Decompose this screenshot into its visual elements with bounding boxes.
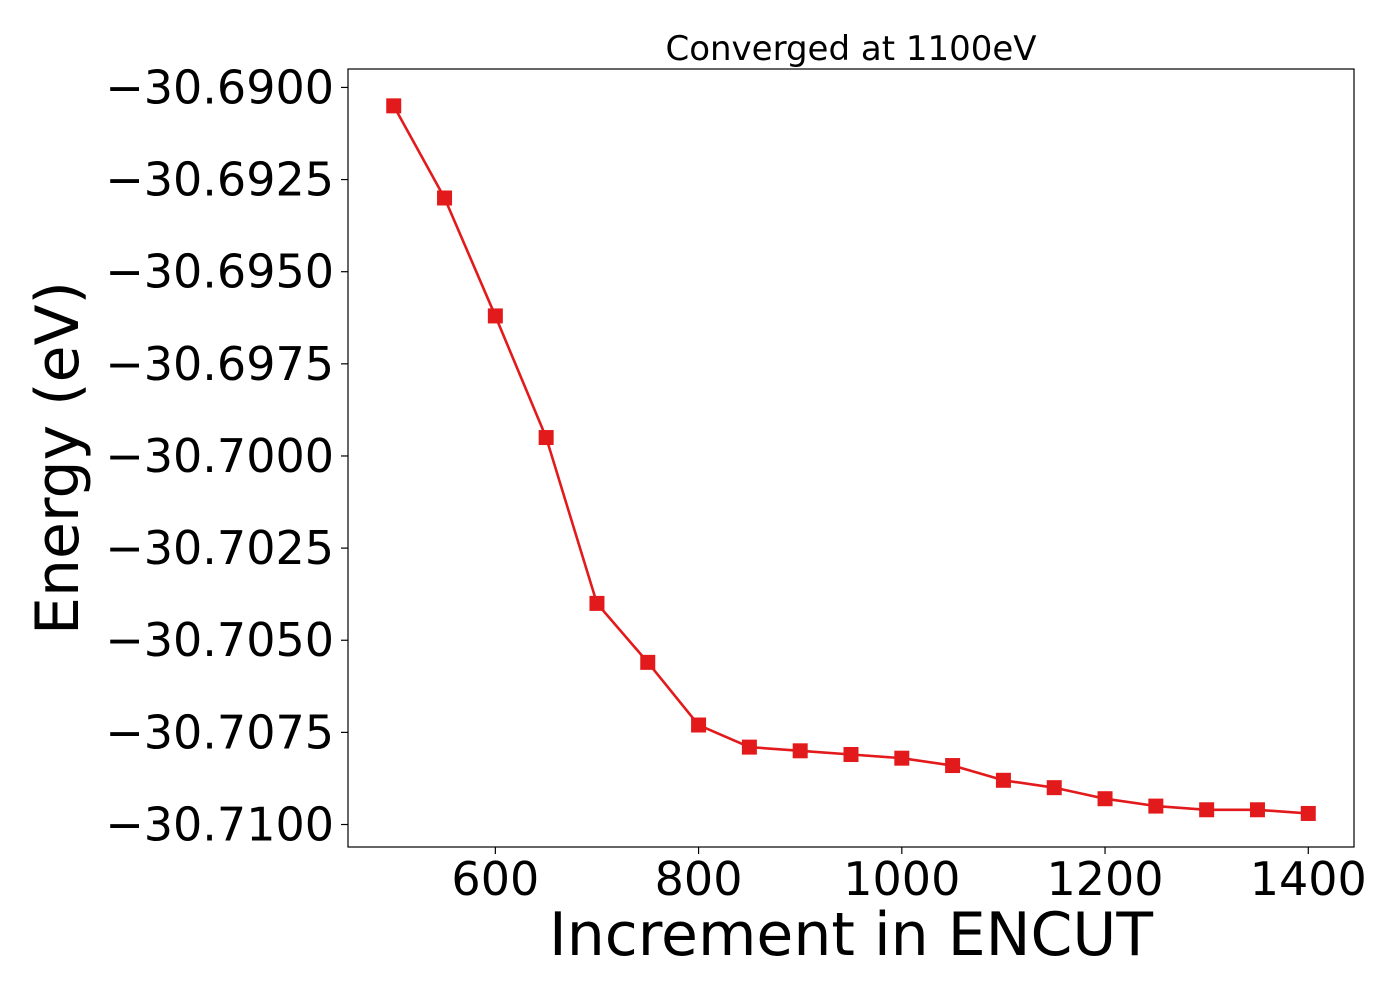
y-axis-label: Energy (eV): [23, 281, 93, 635]
data-point-marker: [1148, 798, 1164, 814]
y-tick-label: −30.6900: [105, 60, 334, 114]
data-point-marker: [894, 750, 910, 766]
data-point-marker: [589, 595, 605, 611]
y-tick-label: −30.6950: [105, 245, 334, 299]
data-point-marker: [691, 717, 707, 733]
y-tick-label: −30.7025: [105, 521, 334, 575]
data-point-marker: [640, 654, 656, 670]
x-tick-label: 1200: [1047, 852, 1164, 906]
x-tick-label: 800: [655, 852, 743, 906]
x-tick-label: 600: [451, 852, 539, 906]
y-tick-label: −30.7000: [105, 429, 334, 483]
x-tick-label: 1400: [1250, 852, 1367, 906]
data-point-marker: [843, 746, 859, 762]
data-point-marker: [487, 308, 503, 324]
data-point-marker: [1046, 780, 1062, 796]
data-point-marker: [386, 98, 402, 114]
data-point-marker: [741, 739, 757, 755]
y-tick-label: −30.7075: [105, 705, 334, 759]
data-point-marker: [437, 190, 453, 206]
data-point-marker: [792, 743, 808, 759]
data-point-marker: [1249, 802, 1265, 818]
y-tick-label: −30.6975: [105, 337, 334, 391]
data-point-marker: [995, 772, 1011, 788]
x-axis-ticks: 600 800 1000 1200 1400: [451, 847, 1367, 906]
data-point-marker: [1300, 805, 1316, 821]
plot-frame: [347, 68, 1355, 848]
chart-title: Converged at 1100eV: [665, 29, 1036, 69]
data-point-marker: [1097, 791, 1113, 807]
x-tick-label: 1000: [843, 852, 960, 906]
y-tick-label: −30.7100: [105, 798, 334, 852]
series-line: [392, 105, 1309, 815]
y-axis-ticks: −30.6900 −30.6925 −30.6950 −30.6975 −30.7000…: [105, 60, 348, 852]
data-point-marker: [945, 758, 961, 774]
data-point-marker: [1199, 802, 1215, 818]
y-tick-label: −30.6925: [105, 153, 334, 207]
data-point-marker: [538, 430, 554, 446]
x-axis-label: Increment in ENCUT: [549, 900, 1153, 970]
y-tick-label: −30.7050: [105, 613, 334, 667]
series-layer: [386, 98, 1316, 821]
